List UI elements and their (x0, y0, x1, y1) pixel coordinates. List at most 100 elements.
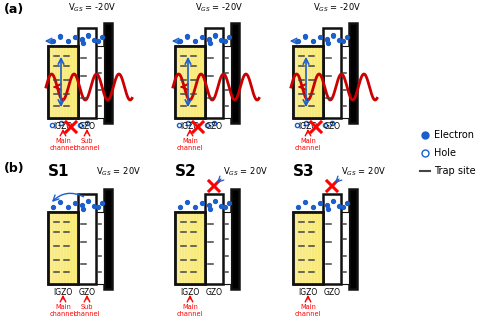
Bar (296, 46, 300, 118)
Bar (202, 212, 205, 284)
Bar (72, 46, 76, 118)
Text: S3: S3 (293, 164, 315, 180)
Bar (60, 212, 64, 284)
Text: S1: S1 (48, 164, 70, 180)
Text: Main
channel: Main channel (177, 138, 203, 151)
Bar (78, 194, 96, 284)
Bar (48, 212, 78, 284)
Text: IGZO: IGZO (298, 122, 318, 131)
Bar (63, 46, 66, 118)
Bar (69, 46, 72, 118)
Bar (178, 46, 182, 118)
Bar (305, 46, 308, 118)
Bar (181, 212, 184, 284)
Bar (302, 212, 306, 284)
Text: IGZO: IGZO (54, 288, 72, 297)
Bar (96, 46, 104, 118)
Bar (323, 28, 341, 118)
Bar (311, 212, 314, 284)
Bar (181, 46, 184, 118)
Text: Sub
channel: Sub channel (74, 138, 100, 151)
Text: GZO: GZO (78, 122, 96, 131)
Text: Main
channel: Main channel (177, 304, 203, 317)
Text: GZO: GZO (324, 122, 340, 131)
Text: Hole: Hole (434, 148, 456, 158)
Bar (51, 46, 54, 118)
Text: Main
channel: Main channel (295, 304, 321, 317)
Bar (320, 212, 324, 284)
Bar (193, 46, 196, 118)
Text: S2: S2 (175, 164, 197, 180)
Bar (66, 212, 70, 284)
Bar (320, 46, 324, 118)
Text: IGZO: IGZO (298, 288, 318, 297)
Bar (314, 212, 318, 284)
Bar (78, 28, 96, 118)
Bar (341, 46, 349, 118)
Bar (48, 212, 78, 284)
Text: V$_{GS}$ = -20V: V$_{GS}$ = -20V (68, 2, 116, 14)
Bar (72, 212, 76, 284)
Bar (196, 46, 200, 118)
Text: IGZO: IGZO (54, 122, 72, 131)
Text: IGZO: IGZO (180, 288, 200, 297)
Bar (187, 212, 190, 284)
Text: (a): (a) (4, 3, 24, 16)
Bar (199, 46, 202, 118)
Bar (202, 46, 205, 118)
Bar (75, 46, 78, 118)
Text: Main
channel: Main channel (50, 304, 76, 317)
Bar (314, 46, 318, 118)
Bar (305, 212, 308, 284)
Bar (231, 189, 239, 289)
Text: V$_{GS}$ = -20V: V$_{GS}$ = -20V (195, 2, 243, 14)
Bar (175, 212, 178, 284)
Bar (205, 28, 223, 118)
Bar (293, 46, 323, 118)
Bar (190, 212, 194, 284)
Bar (293, 46, 323, 118)
Bar (349, 189, 357, 289)
Bar (293, 212, 323, 284)
Bar (54, 46, 58, 118)
Text: GZO: GZO (78, 288, 96, 297)
Bar (48, 46, 51, 118)
Bar (205, 194, 223, 284)
Bar (199, 212, 202, 284)
Bar (175, 212, 205, 284)
Bar (223, 212, 231, 284)
Bar (293, 212, 323, 284)
Bar (308, 46, 312, 118)
Bar (54, 212, 58, 284)
Text: Trap site: Trap site (434, 166, 476, 176)
Text: IGZO: IGZO (180, 122, 200, 131)
Bar (175, 212, 205, 284)
Bar (296, 212, 300, 284)
Bar (57, 212, 60, 284)
Bar (299, 46, 302, 118)
Bar (184, 46, 188, 118)
Text: Main
channel: Main channel (295, 138, 321, 151)
Text: V$_{GS}$ = 20V: V$_{GS}$ = 20V (223, 166, 268, 178)
Bar (104, 23, 112, 123)
Bar (193, 212, 196, 284)
Text: GZO: GZO (206, 288, 222, 297)
Bar (175, 46, 205, 118)
Text: V$_{GS}$ = 20V: V$_{GS}$ = 20V (96, 166, 141, 178)
Text: Main
channel: Main channel (50, 138, 76, 151)
Bar (349, 23, 357, 123)
Bar (66, 46, 70, 118)
Bar (187, 46, 190, 118)
Bar (51, 212, 54, 284)
Bar (175, 46, 178, 118)
Bar (48, 46, 78, 118)
Bar (231, 23, 239, 123)
Bar (69, 212, 72, 284)
Bar (223, 46, 231, 118)
Bar (299, 212, 302, 284)
Bar (317, 212, 320, 284)
Bar (104, 189, 112, 289)
Text: GZO: GZO (206, 122, 222, 131)
Bar (317, 46, 320, 118)
Bar (308, 212, 312, 284)
